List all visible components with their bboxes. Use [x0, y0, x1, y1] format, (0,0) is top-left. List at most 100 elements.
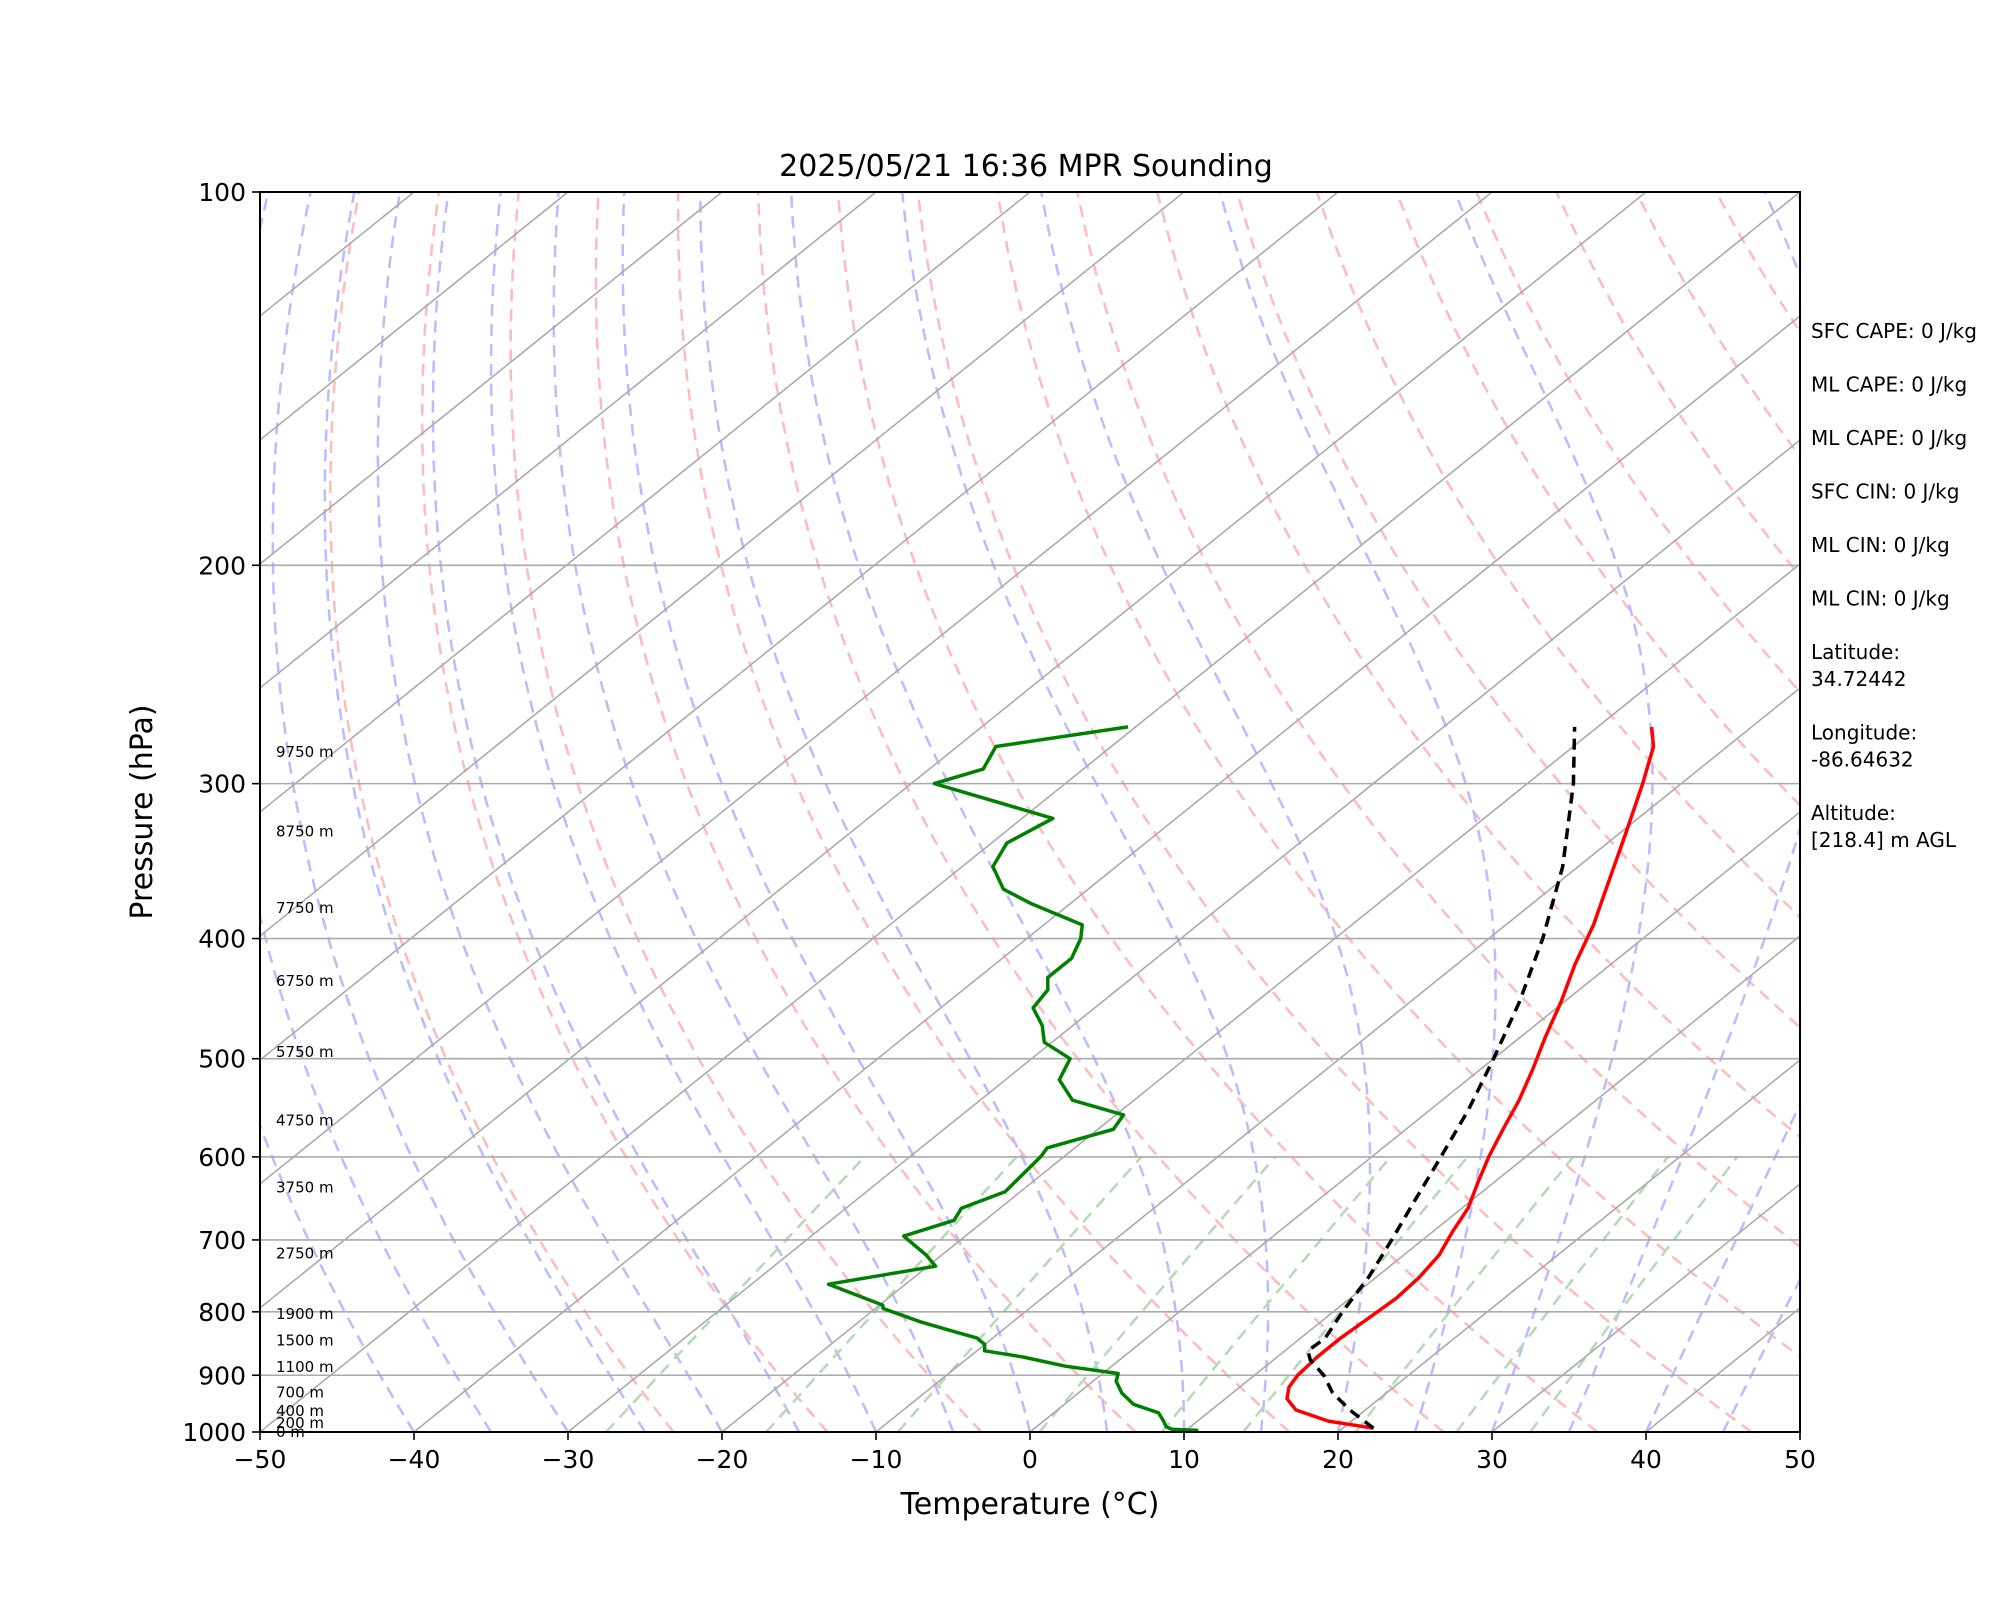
isotherm-line	[1183, 934, 1800, 1432]
y-tick-label: 500	[198, 1045, 246, 1074]
altitude-label: 7750 m	[276, 899, 334, 917]
mixing-ratio-line	[1038, 1156, 1277, 1432]
x-tick-label: −30	[542, 1445, 595, 1474]
info-line: ML CIN: 0 J/kg	[1811, 587, 1950, 611]
dry-adiabat-line	[1475, 192, 1800, 694]
moist-adiabat-line	[489, 192, 878, 1432]
dry-adiabat-line	[916, 192, 1753, 1432]
isotherm-line	[875, 686, 1800, 1432]
moist-adiabat-line	[621, 192, 1032, 1432]
info-line: 34.72442	[1811, 667, 1906, 691]
altitude-label: 3750 m	[276, 1178, 334, 1196]
isotherm-line	[260, 192, 1185, 938]
y-axis-ticks: 100 200 300 400 500 600 700 800 900 1000	[182, 178, 260, 1447]
moist-adiabat-line	[900, 192, 1270, 1432]
info-panel: SFC CAPE: 0 J/kg ML CAPE: 0 J/kg ML CAPE: …	[1811, 319, 1977, 852]
isotherm-line	[1337, 1058, 1800, 1432]
x-tick-label: 10	[1168, 1445, 1200, 1474]
dry-adiabat-line	[420, 192, 829, 1432]
altitude-label: 400 m	[276, 1402, 324, 1420]
temperature-line	[1285, 726, 1656, 1430]
isotherm-line	[260, 192, 723, 566]
y-tick-label: 900	[198, 1361, 246, 1390]
y-axis-label: Pressure (hPa)	[125, 704, 160, 919]
isotherm-line	[260, 192, 1339, 1062]
info-line: -86.64632	[1811, 748, 1914, 772]
altitude-label: 1100 m	[276, 1358, 334, 1376]
x-tick-label: 40	[1630, 1445, 1662, 1474]
moist-adiabat-line	[376, 192, 724, 1432]
parcel-line	[1306, 726, 1577, 1430]
y-tick-label: 400	[198, 925, 246, 954]
info-line: ML CAPE: 0 J/kg	[1811, 426, 1967, 450]
x-tick-label: −50	[234, 1445, 287, 1474]
info-line: Altitude:	[1811, 801, 1896, 825]
x-tick-label: −20	[696, 1445, 749, 1474]
isotherm-line	[260, 192, 1031, 814]
dry-adiabat-line	[1235, 192, 1800, 1030]
moist-adiabat-line	[552, 192, 955, 1432]
info-line: Latitude:	[1811, 640, 1900, 664]
altitude-label: 1500 m	[276, 1332, 334, 1350]
dry-adiabat-line	[1395, 192, 1800, 808]
dry-adiabat-line	[1076, 192, 1800, 1249]
altitude-label: 4750 m	[276, 1112, 334, 1130]
dry-adiabat-line	[676, 192, 1291, 1432]
moist-adiabat-line	[431, 192, 801, 1432]
moist-adiabat-line	[699, 192, 1109, 1432]
isotherm-line	[1029, 810, 1800, 1432]
moist-adiabat-line	[1040, 192, 1372, 1432]
isotherm-line	[260, 192, 1493, 1186]
dry-adiabat-line	[1155, 192, 1800, 1139]
chart-title: 2025/05/21 16:36 MPR Sounding	[779, 149, 1273, 184]
isotherm-line	[260, 192, 1647, 1310]
moist-adiabat-line	[1453, 192, 1654, 1432]
x-tick-label: 20	[1322, 1445, 1354, 1474]
y-tick-label: 700	[198, 1226, 246, 1255]
moist-adiabat-line	[260, 192, 493, 1432]
altitude-label: 9750 m	[276, 743, 334, 761]
info-line: ML CAPE: 0 J/kg	[1811, 373, 1967, 397]
info-line: [218.4] m AGL	[1811, 828, 1957, 852]
x-tick-label: 30	[1476, 1445, 1508, 1474]
altitude-label: 5750 m	[276, 1043, 334, 1061]
info-line: Longitude:	[1811, 721, 1917, 745]
mixing-ratio-line	[1242, 1156, 1469, 1432]
moist-adiabat-line	[789, 192, 1186, 1432]
y-tick-label: 1000	[182, 1418, 246, 1447]
altitude-label: 1900 m	[276, 1305, 334, 1323]
y-tick-label: 100	[198, 178, 246, 207]
isotherm-line	[567, 438, 1800, 1432]
isotherm-line	[721, 562, 1800, 1432]
y-tick-label: 300	[198, 770, 246, 799]
background-lines	[260, 192, 1800, 1432]
isotherm-line	[260, 192, 877, 690]
x-tick-label: −10	[850, 1445, 903, 1474]
altitude-label: 6750 m	[276, 972, 334, 990]
altitude-label: 2750 m	[276, 1245, 334, 1263]
dry-adiabat-line	[836, 192, 1599, 1432]
dry-adiabat-line	[1315, 192, 1800, 919]
moist-adiabat-line	[271, 192, 570, 1432]
dry-adiabat-line	[594, 192, 1137, 1432]
y-tick-label: 600	[198, 1143, 246, 1172]
dry-adiabat-line	[329, 192, 675, 1432]
altitude-label: 200 m	[276, 1414, 324, 1432]
x-tick-label: 50	[1784, 1445, 1816, 1474]
info-line: SFC CAPE: 0 J/kg	[1811, 319, 1977, 343]
isotherm-line	[413, 314, 1800, 1432]
altitude-label: 700 m	[276, 1383, 324, 1401]
dewpoint-line	[826, 725, 1199, 1432]
y-tick-label: 200	[198, 551, 246, 580]
altitude-label: 8750 m	[276, 823, 334, 841]
x-tick-label: −40	[388, 1445, 441, 1474]
dry-adiabat-line	[996, 192, 1800, 1359]
moist-adiabat-line	[1218, 192, 1497, 1432]
mixing-ratio-line	[1160, 1156, 1392, 1432]
x-axis-label: Temperature (°C)	[900, 1487, 1160, 1522]
isotherm-line	[1491, 1182, 1800, 1432]
x-tick-label: 0	[1022, 1445, 1038, 1474]
info-line: ML CIN: 0 J/kg	[1811, 533, 1950, 557]
